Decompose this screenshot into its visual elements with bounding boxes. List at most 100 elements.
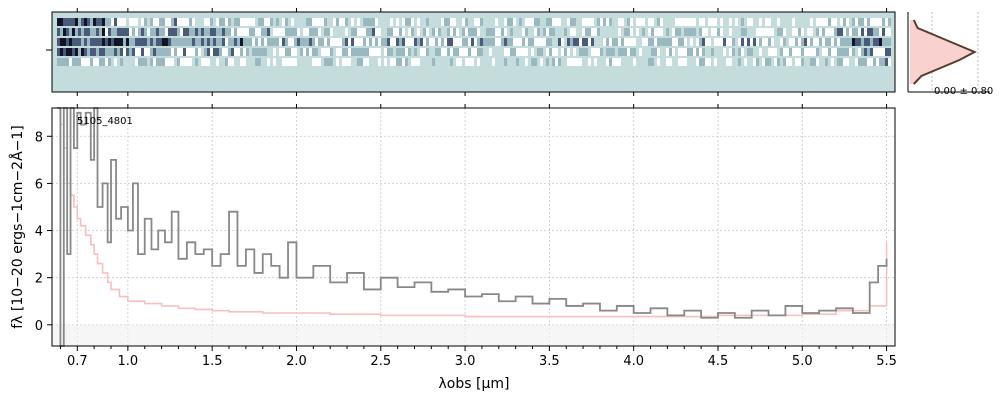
heatmap-cell (591, 58, 594, 66)
heatmap-cell (342, 28, 345, 36)
heatmap-cell (507, 38, 510, 46)
heatmap-cell (702, 38, 705, 46)
heatmap-cell (309, 58, 312, 66)
heatmap-cell (384, 28, 387, 36)
heatmap-cell (216, 48, 219, 56)
heatmap-cell (432, 48, 435, 56)
heatmap-cell (567, 18, 570, 26)
heatmap-cell (90, 58, 93, 66)
heatmap-cell (480, 38, 483, 46)
heatmap-cell (849, 48, 852, 56)
heatmap-cell (147, 58, 150, 66)
heatmap-cell (669, 58, 672, 66)
heatmap-cell (231, 18, 234, 26)
heatmap-cell (204, 18, 207, 26)
heatmap-cell (252, 28, 255, 36)
heatmap-cell (288, 28, 291, 36)
heatmap-cell (240, 38, 243, 46)
heatmap-cell (711, 38, 714, 46)
heatmap-cell (513, 28, 516, 36)
heatmap-cell (534, 28, 537, 36)
heatmap-cell (720, 58, 723, 66)
heatmap-cell (753, 58, 756, 66)
heatmap-cell (630, 58, 633, 66)
heatmap-cell (183, 48, 186, 56)
heatmap-cell (876, 58, 879, 66)
heatmap-cell (369, 38, 372, 46)
heatmap-cell (474, 38, 477, 46)
heatmap-cell (216, 18, 219, 26)
heatmap-cell (609, 48, 612, 56)
heatmap-cell (888, 48, 891, 56)
heatmap-cell (768, 28, 771, 36)
heatmap-cell (396, 58, 399, 66)
heatmap-cell (63, 48, 66, 56)
heatmap-cell (639, 28, 642, 36)
heatmap-cell (786, 38, 789, 46)
heatmap-cell (885, 18, 888, 26)
heatmap-cell (654, 28, 657, 36)
heatmap-cell (807, 58, 810, 66)
heatmap-cell (135, 18, 138, 26)
heatmap-cell (78, 48, 81, 56)
heatmap-cell (480, 18, 483, 26)
heatmap-cell (576, 28, 579, 36)
heatmap-cell (336, 18, 339, 26)
heatmap-cell (528, 28, 531, 36)
heatmap-cell (204, 38, 207, 46)
heatmap-cell (357, 18, 360, 26)
heatmap-cell (726, 58, 729, 66)
heatmap-cell (615, 28, 618, 36)
heatmap-cell (609, 58, 612, 66)
heatmap-cell (375, 58, 378, 66)
heatmap-cell (462, 28, 465, 36)
heatmap-cell (261, 48, 264, 56)
heatmap-cell (273, 38, 276, 46)
heatmap-cell (420, 58, 423, 66)
heatmap-cell (423, 48, 426, 56)
heatmap-cell (723, 48, 726, 56)
heatmap-cell (735, 18, 738, 26)
heatmap-cell (249, 18, 252, 26)
heatmap-cell (165, 48, 168, 56)
heatmap-cell (774, 28, 777, 36)
heatmap-cell (189, 18, 192, 26)
heatmap-cell (603, 58, 606, 66)
heatmap-cell (312, 28, 315, 36)
heatmap-cell (120, 38, 123, 46)
heatmap-cell (549, 18, 552, 26)
heatmap-cell (183, 58, 186, 66)
heatmap-cell (111, 28, 114, 36)
heatmap-cell (369, 28, 372, 36)
heatmap-cell (783, 58, 786, 66)
heatmap-cell (192, 58, 195, 66)
heatmap-cell (540, 38, 543, 46)
heatmap-cell (681, 38, 684, 46)
heatmap-cell (579, 58, 582, 66)
heatmap-cell (489, 18, 492, 26)
heatmap-cell (222, 38, 225, 46)
heatmap-cell (570, 28, 573, 36)
heatmap-cell (246, 28, 249, 36)
heatmap-cell (390, 28, 393, 36)
heatmap-cell (126, 28, 129, 36)
heatmap-cell (312, 58, 315, 66)
heatmap-cell (282, 38, 285, 46)
heatmap-cell (654, 18, 657, 26)
heatmap-cell (780, 38, 783, 46)
heatmap-cell (783, 38, 786, 46)
heatmap-cell (510, 48, 513, 56)
heatmap-cell (507, 58, 510, 66)
heatmap-cell (111, 18, 114, 26)
heatmap-cell (732, 48, 735, 56)
heatmap-cell (510, 18, 513, 26)
heatmap-cell (312, 18, 315, 26)
heatmap-cell (111, 38, 114, 46)
heatmap-cell (234, 18, 237, 26)
heatmap-cell (864, 38, 867, 46)
heatmap-cell (69, 38, 72, 46)
heatmap-cell (297, 18, 300, 26)
heatmap-cell (180, 38, 183, 46)
heatmap-cell (639, 48, 642, 56)
